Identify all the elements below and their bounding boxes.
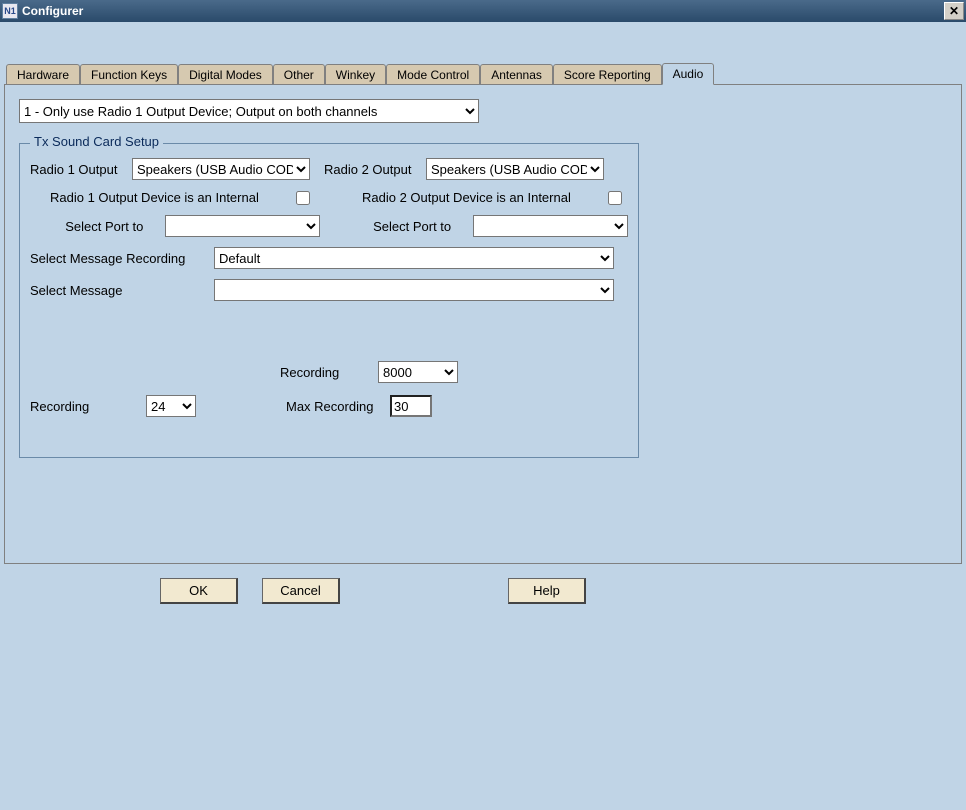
radio2-internal-label: Radio 2 Output Device is an Internal xyxy=(362,190,602,205)
tab-digital-modes[interactable]: Digital Modes xyxy=(178,64,273,85)
output-mode-select[interactable]: 1 - Only use Radio 1 Output Device; Outp… xyxy=(19,99,479,123)
select-port1-label: Select Port to xyxy=(65,219,157,234)
radio2-output-label: Radio 2 Output xyxy=(324,162,418,177)
dialog-buttons: OK Cancel Help xyxy=(160,578,966,604)
tx-sound-card-setup: Tx Sound Card Setup Radio 1 Output Speak… xyxy=(19,143,639,458)
radio1-output-select[interactable]: Speakers (USB Audio CODEC) xyxy=(132,158,310,180)
cancel-button[interactable]: Cancel xyxy=(262,578,340,604)
tab-score-reporting[interactable]: Score Reporting xyxy=(553,64,662,85)
tab-function-keys[interactable]: Function Keys xyxy=(80,64,178,85)
recording-rate-select[interactable]: 8000 xyxy=(378,361,458,383)
tab-audio[interactable]: Audio xyxy=(662,63,715,85)
app-icon: N1 xyxy=(2,3,18,19)
recording-rate-label: Recording xyxy=(280,365,370,380)
tab-hardware[interactable]: Hardware xyxy=(6,64,80,85)
close-button[interactable]: ✕ xyxy=(944,2,964,20)
tab-other[interactable]: Other xyxy=(273,64,325,85)
tab-mode-control[interactable]: Mode Control xyxy=(386,64,480,85)
select-port2-label: Select Port to xyxy=(373,219,465,234)
tab-antennas[interactable]: Antennas xyxy=(480,64,553,85)
select-port2-select[interactable] xyxy=(473,215,628,237)
audio-panel: 1 - Only use Radio 1 Output Device; Outp… xyxy=(4,84,962,564)
max-recording-label: Max Recording xyxy=(286,399,382,414)
recording-bits-label: Recording xyxy=(30,399,138,414)
title-bar: N1 Configurer ✕ xyxy=(0,0,966,22)
tx-setup-legend: Tx Sound Card Setup xyxy=(30,134,163,149)
radio1-internal-label: Radio 1 Output Device is an Internal xyxy=(50,190,290,205)
radio1-output-label: Radio 1 Output xyxy=(30,162,124,177)
tab-strip: Hardware Function Keys Digital Modes Oth… xyxy=(0,22,966,84)
msg-recording-label: Select Message Recording xyxy=(30,251,206,266)
ok-button[interactable]: OK xyxy=(160,578,238,604)
max-recording-input[interactable] xyxy=(390,395,432,417)
select-message-select[interactable] xyxy=(214,279,614,301)
radio2-output-select[interactable]: Speakers (USB Audio CODEC) xyxy=(426,158,604,180)
select-port1-select[interactable] xyxy=(165,215,320,237)
window-title: Configurer xyxy=(22,4,944,18)
tab-winkey[interactable]: Winkey xyxy=(325,64,386,85)
recording-bits-select[interactable]: 24 xyxy=(146,395,196,417)
select-message-label: Select Message xyxy=(30,283,206,298)
configurer-window: N1 Configurer ✕ Hardware Function Keys D… xyxy=(0,0,966,810)
msg-recording-select[interactable]: Default xyxy=(214,247,614,269)
radio1-internal-checkbox[interactable] xyxy=(296,191,310,205)
radio2-internal-checkbox[interactable] xyxy=(608,191,622,205)
help-button[interactable]: Help xyxy=(508,578,586,604)
